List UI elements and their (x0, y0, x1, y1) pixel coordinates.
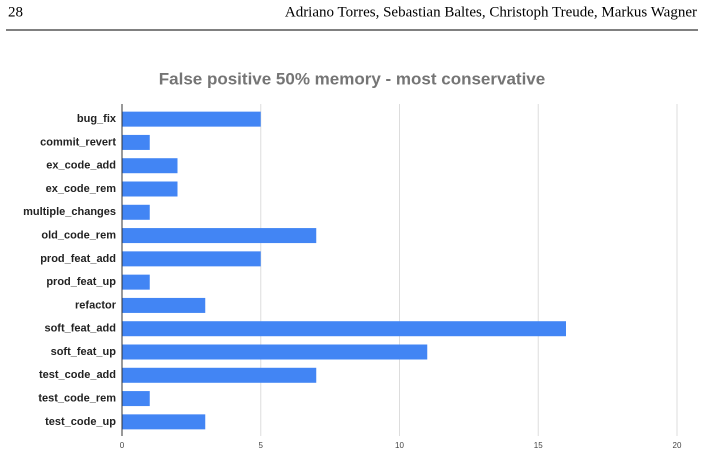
y-tick-label: soft_feat_up (51, 346, 117, 358)
bar (122, 111, 261, 127)
y-tick-label: test_code_rem (38, 392, 116, 404)
running-head: Adriano Torres, Sebastian Baltes, Christ… (285, 4, 697, 20)
bar (122, 321, 566, 337)
bar (122, 414, 206, 430)
x-tick-label: 10 (395, 441, 404, 450)
bar (122, 181, 178, 197)
y-tick-label: commit_revert (40, 136, 116, 148)
y-tick-label: multiple_changes (23, 206, 116, 218)
page-number: 28 (8, 4, 23, 20)
bar (122, 367, 317, 383)
bar (122, 204, 150, 220)
y-tick-label: ex_code_rem (46, 183, 117, 195)
y-tick-label: soft_feat_add (44, 323, 116, 335)
y-tick-label: old_code_rem (41, 229, 116, 241)
y-tick-label: bug_fix (77, 113, 117, 125)
y-tick-label: test_code_add (39, 369, 116, 381)
y-tick-label: test_code_up (45, 416, 116, 428)
bar (122, 251, 261, 267)
chart-title: False positive 50% memory - most conserv… (159, 69, 545, 88)
y-tick-label: refactor (75, 299, 117, 311)
bar (122, 391, 150, 407)
y-tick-label: ex_code_add (46, 160, 116, 172)
bar (122, 297, 206, 313)
bar (122, 228, 317, 244)
x-tick-label: 20 (673, 441, 682, 450)
bar (122, 158, 178, 174)
y-tick-label: prod_feat_add (40, 253, 116, 265)
y-tick-label: prod_feat_up (46, 276, 116, 288)
x-tick-label: 5 (259, 441, 264, 450)
bar (122, 344, 428, 360)
bar (122, 134, 150, 150)
bar (122, 274, 150, 290)
x-tick-label: 0 (120, 441, 125, 450)
x-tick-label: 15 (534, 441, 543, 450)
